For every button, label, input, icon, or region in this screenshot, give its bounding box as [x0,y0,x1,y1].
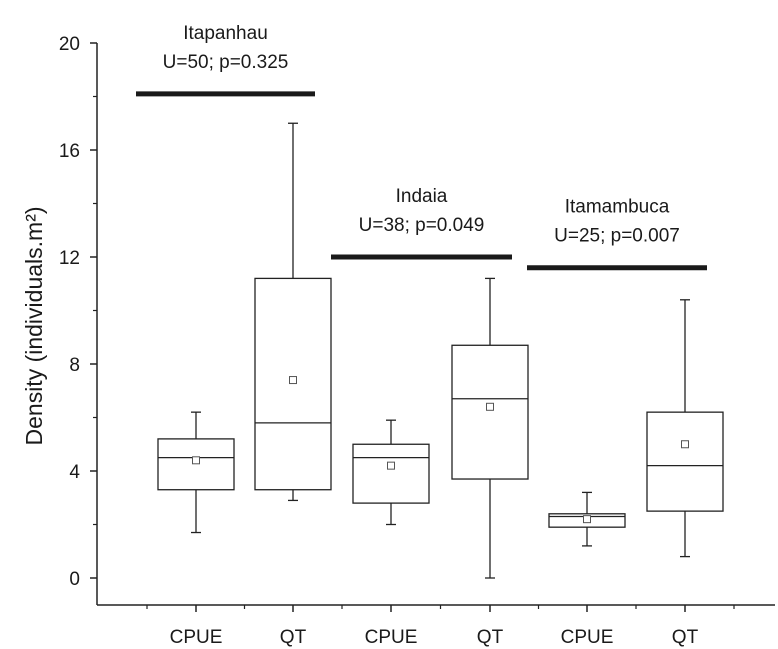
group-stat-label: U=38; p=0.049 [359,215,485,236]
axes: 0 4 8 12 16 20 CPUE QT CPUE QT CPUE QT [59,34,775,648]
mean-marker [387,461,395,470]
x-tick-label: QT [280,627,307,648]
mean-marker [486,402,494,411]
x-tick-label: CPUE [170,627,223,648]
box-itapanhau-qt [254,122,332,502]
x-tick-label: QT [477,627,504,648]
y-tick-label: 20 [59,34,80,55]
group-name-label: Indaia [396,186,448,207]
mean-marker [681,440,689,449]
box-itapanhau-cpue [157,411,235,534]
box-indaia-cpue [352,419,430,526]
group-stat-label: U=50; p=0.325 [163,52,289,73]
iqr-box [254,277,332,491]
mean-marker [192,456,200,465]
y-tick-label: 4 [69,462,80,483]
group-itapanhau: U=50; p=0.325 Itapanhau [136,23,315,97]
mean-marker [289,376,297,385]
iqr-box [646,411,724,512]
x-tick-label: QT [672,627,699,648]
box-itamambuca-qt [646,299,724,558]
y-tick-label: 8 [69,355,80,376]
annotations: U=50; p=0.325 Itapanhau U=38; p=0.049 Indai… [136,23,707,271]
y-tick-label: 0 [69,569,80,590]
box-itamambuca-cpue [548,491,626,547]
x-tick-label: CPUE [365,627,418,648]
mean-marker [583,515,591,524]
group-name-label: Itamambuca [565,197,670,218]
y-axis-label: Density (individuals.m²) [21,206,47,445]
group-indaia: U=38; p=0.049 Indaia [331,186,512,260]
x-tick-label: CPUE [561,627,614,648]
boxes [157,122,724,579]
box-indaia-qt [451,277,529,579]
group-stat-label: U=25; p=0.007 [554,226,680,247]
iqr-box [451,344,529,480]
iqr-box [157,438,235,491]
iqr-box [352,443,430,504]
y-tick-label: 12 [59,248,80,269]
y-tick-label: 16 [59,141,80,162]
group-itamambuca: U=25; p=0.007 Itamambuca [527,197,707,271]
group-name-label: Itapanhau [183,23,268,44]
